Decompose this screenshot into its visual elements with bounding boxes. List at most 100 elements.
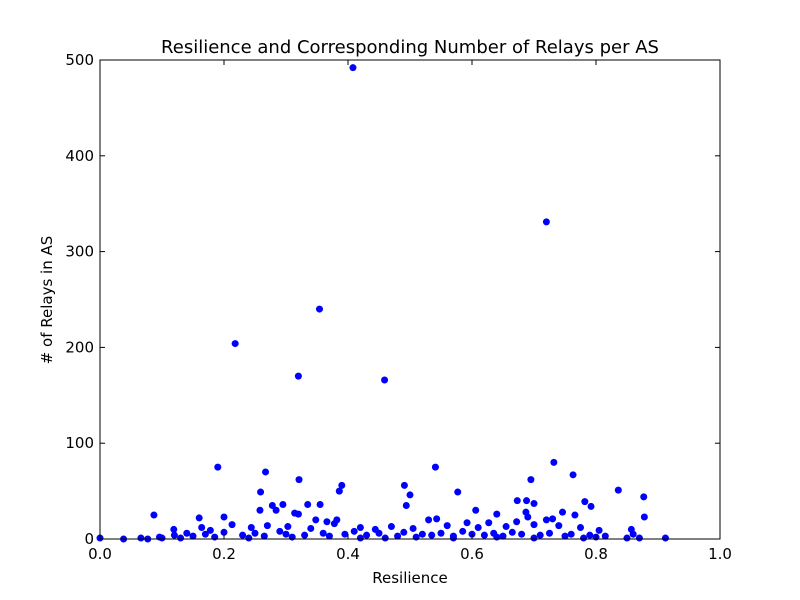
data-point [536, 531, 544, 539]
data-point [409, 524, 417, 532]
data-point [201, 530, 209, 538]
data-point [571, 511, 579, 519]
y-axis-label: # of Relays in AS [38, 236, 56, 365]
data-point [400, 528, 408, 536]
data-point [443, 522, 451, 530]
data-point [635, 534, 643, 542]
data-point [425, 516, 433, 524]
data-point [312, 516, 320, 524]
x-tick-label: 0.0 [88, 545, 112, 563]
x-tick-label: 0.6 [460, 545, 484, 563]
data-point [211, 533, 219, 541]
data-point [189, 532, 197, 540]
y-tick-label: 0 [84, 530, 94, 548]
data-point [268, 501, 276, 509]
data-point [480, 531, 488, 539]
data-point [474, 524, 482, 532]
data-point [316, 501, 324, 509]
data-point [315, 305, 323, 313]
y-tick-label: 100 [65, 434, 94, 452]
y-tick-label: 500 [65, 51, 94, 69]
data-point [263, 522, 271, 530]
data-point [527, 476, 535, 484]
data-point [546, 529, 553, 537]
data-point [301, 531, 309, 539]
data-point [454, 488, 462, 496]
data-point [431, 463, 439, 471]
data-point [177, 534, 185, 542]
data-point [239, 531, 247, 539]
chart-title: Resilience and Corresponding Number of R… [161, 37, 659, 58]
data-point [363, 531, 371, 539]
data-point [402, 501, 410, 509]
data-point [183, 529, 191, 537]
data-point [387, 523, 395, 531]
data-points [96, 64, 669, 543]
data-point [437, 529, 445, 537]
y-tick-label: 200 [65, 338, 94, 356]
data-point [214, 463, 222, 471]
data-point [338, 481, 346, 489]
data-point [530, 500, 538, 508]
data-point [279, 501, 287, 509]
data-point [449, 534, 457, 542]
x-tick-label: 1.0 [708, 545, 732, 563]
data-point [508, 528, 516, 536]
data-point [418, 530, 426, 538]
data-point [513, 497, 521, 505]
data-point [137, 534, 145, 542]
data-point [330, 520, 338, 528]
data-point [502, 523, 510, 531]
data-point [247, 524, 255, 532]
data-point [150, 511, 158, 519]
data-point [325, 532, 333, 540]
data-point [260, 532, 268, 540]
data-point [335, 487, 343, 495]
data-point [341, 530, 349, 538]
x-axis-label: Resilience [372, 569, 448, 587]
data-point [623, 534, 631, 542]
data-point [559, 508, 567, 516]
data-point [428, 531, 436, 539]
data-point [601, 532, 609, 540]
x-tick-label: 0.8 [584, 545, 608, 563]
data-point [581, 498, 589, 506]
data-point [485, 519, 493, 527]
data-point [542, 516, 550, 524]
data-point [406, 491, 414, 499]
data-point [195, 514, 203, 522]
axes: 0.0 0.2 0.4 0.6 0.8 1.0 0 100 200 300 400 500 [65, 51, 732, 563]
data-point [463, 519, 471, 527]
data-point [228, 521, 236, 529]
data-point [170, 525, 178, 533]
data-point [245, 534, 253, 542]
data-point [307, 524, 315, 532]
data-point [523, 497, 531, 505]
data-point [493, 510, 501, 518]
data-point [640, 493, 648, 501]
data-point [220, 513, 228, 521]
data-point [381, 376, 389, 384]
data-point [198, 524, 206, 532]
data-point [433, 515, 441, 523]
data-point [577, 524, 584, 532]
data-point [513, 518, 521, 526]
y-tick-label: 300 [65, 243, 94, 261]
data-point [549, 515, 557, 523]
data-point [319, 529, 327, 537]
data-point [400, 481, 408, 489]
data-point [394, 532, 402, 540]
data-point [349, 64, 357, 72]
data-point [555, 522, 563, 530]
data-point [412, 533, 420, 541]
data-point [640, 513, 648, 521]
data-point [276, 527, 284, 535]
data-point [256, 506, 264, 514]
data-point [323, 518, 331, 526]
data-point [580, 534, 588, 542]
data-point [284, 523, 292, 531]
data-point [220, 528, 228, 536]
data-point [586, 531, 594, 539]
data-point [569, 471, 577, 479]
